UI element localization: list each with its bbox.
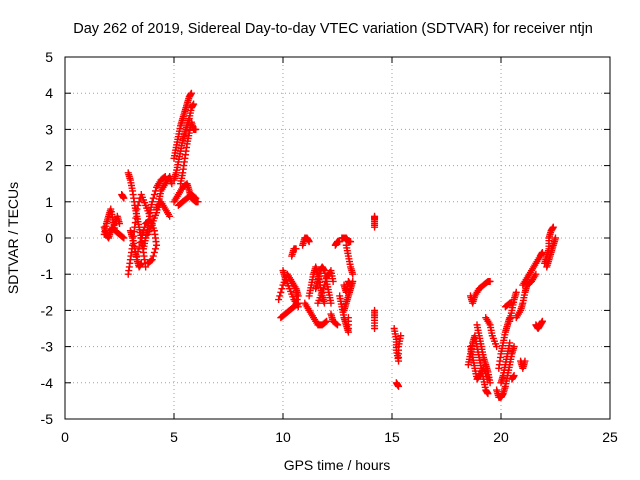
data-point xyxy=(344,314,352,322)
data-point xyxy=(318,288,326,296)
data-point xyxy=(149,194,157,202)
data-point xyxy=(135,243,143,251)
data-point xyxy=(151,245,159,253)
data-point xyxy=(194,198,202,206)
data-point xyxy=(371,325,379,332)
data-point xyxy=(192,194,200,202)
data-point xyxy=(538,317,546,325)
data-points xyxy=(100,89,559,401)
x-tick-label: 0 xyxy=(61,429,69,445)
data-point xyxy=(397,332,405,340)
data-point xyxy=(191,193,199,201)
data-point xyxy=(510,343,518,351)
data-point xyxy=(349,277,357,285)
data-point xyxy=(168,180,176,188)
y-tick-label: -3 xyxy=(41,339,54,355)
y-tick-label: 4 xyxy=(45,85,53,101)
data-point xyxy=(119,233,127,241)
y-tick-label: -2 xyxy=(41,302,54,318)
data-point xyxy=(275,296,283,304)
data-point xyxy=(305,238,313,246)
y-tick-label: 1 xyxy=(45,194,53,210)
data-point xyxy=(133,252,141,260)
x-tick-label: 10 xyxy=(275,429,291,445)
data-point xyxy=(349,270,357,278)
data-point xyxy=(192,125,200,133)
data-point xyxy=(166,212,174,220)
data-point xyxy=(322,277,330,285)
data-point xyxy=(484,390,492,398)
data-point xyxy=(320,281,328,289)
data-point xyxy=(276,292,284,300)
data-point xyxy=(493,343,501,351)
data-point xyxy=(190,100,198,108)
data-point xyxy=(137,259,145,267)
data-point xyxy=(510,372,518,380)
y-tick-label: 0 xyxy=(45,230,53,246)
data-point xyxy=(329,277,337,285)
data-point xyxy=(521,357,529,365)
y-tick-label: 5 xyxy=(45,49,53,65)
data-point xyxy=(153,241,161,249)
data-point xyxy=(512,288,520,296)
data-point xyxy=(322,318,330,326)
y-tick-label: -4 xyxy=(41,375,54,391)
data-point xyxy=(277,288,285,296)
data-point xyxy=(506,339,514,347)
data-point xyxy=(371,223,379,231)
data-point xyxy=(332,320,340,328)
data-point xyxy=(150,248,158,256)
series-4 xyxy=(464,223,559,401)
data-point xyxy=(532,270,540,278)
tick-layer: 0 5 10 15 20 25 -5 -4 -3 -2 -1 0 1 2 3 4 5 xyxy=(41,49,618,445)
y-axis-label: SDTVAR / TECUs xyxy=(5,182,21,294)
y-tick-label: 2 xyxy=(45,158,53,174)
data-point xyxy=(323,317,331,325)
data-point xyxy=(150,191,158,199)
data-point xyxy=(549,223,557,231)
series-2 xyxy=(275,234,357,336)
data-point xyxy=(149,252,157,260)
data-point xyxy=(120,194,128,202)
data-point xyxy=(336,238,344,246)
data-point xyxy=(334,321,341,329)
data-point xyxy=(292,245,300,253)
data-point xyxy=(145,258,153,266)
x-tick-label: 15 xyxy=(384,429,400,445)
data-point xyxy=(148,198,156,206)
y-tick-label: 3 xyxy=(45,121,53,137)
data-point xyxy=(187,89,195,97)
x-axis-label: GPS time / hours xyxy=(284,457,391,473)
data-point xyxy=(486,277,494,285)
data-point xyxy=(327,299,335,307)
data-point xyxy=(320,299,328,307)
series-1 xyxy=(100,89,202,278)
data-point xyxy=(142,263,150,271)
y-tick-label: -5 xyxy=(41,411,54,427)
data-point xyxy=(116,220,123,228)
data-point xyxy=(486,379,494,387)
data-point xyxy=(136,239,144,247)
x-tick-label: 20 xyxy=(493,429,509,445)
data-point xyxy=(120,234,128,242)
y-tick-label: -1 xyxy=(41,266,54,282)
data-point xyxy=(292,288,300,296)
data-point xyxy=(552,234,559,242)
x-tick-label: 5 xyxy=(170,429,178,445)
x-tick-label: 25 xyxy=(602,429,618,445)
data-point xyxy=(278,285,286,293)
series-3 xyxy=(371,212,405,390)
data-point xyxy=(319,285,327,293)
chart-title: Day 262 of 2019, Sidereal Day-to-day VTE… xyxy=(73,21,593,37)
grid-layer xyxy=(65,57,610,419)
data-point xyxy=(134,248,142,256)
data-point xyxy=(347,238,355,246)
data-point xyxy=(395,382,403,390)
data-point xyxy=(144,259,152,267)
